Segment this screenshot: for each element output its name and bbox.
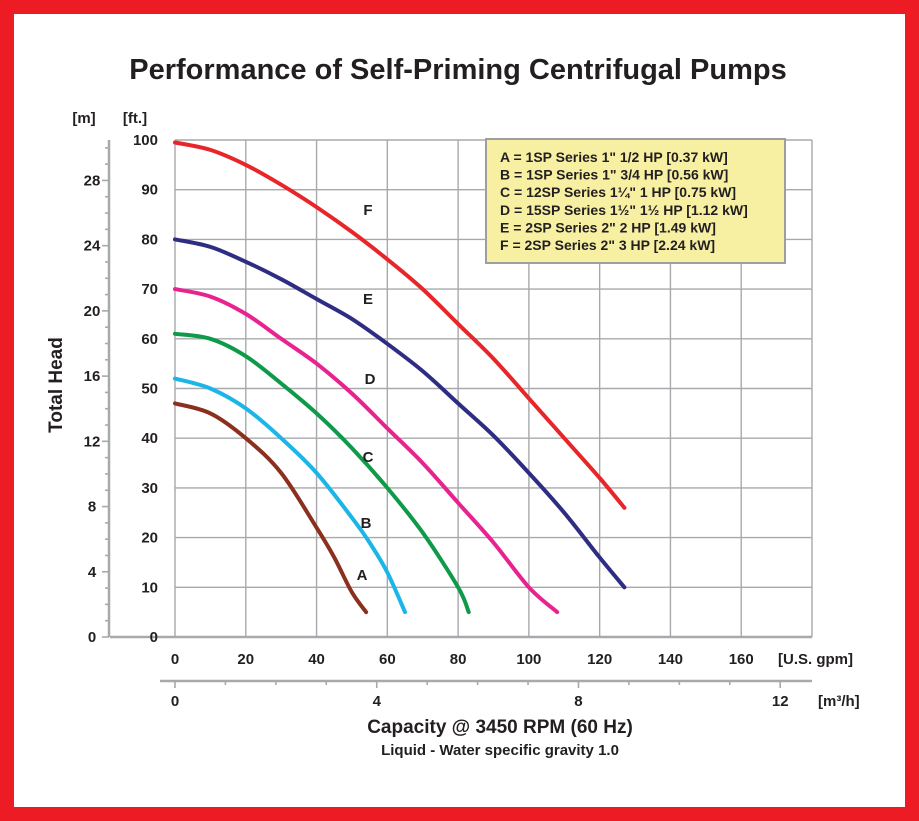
y-tick-label-m: 8: [88, 499, 96, 516]
x-axis-title: Capacity @ 3450 RPM (60 Hz): [367, 717, 633, 738]
x-tick-label-gpm: 0: [171, 651, 179, 668]
y-tick-label-m: 4: [88, 564, 97, 581]
curve-C: [173, 331, 471, 615]
curve-B: [173, 376, 407, 615]
legend-item: B = 1SP Series 1" 3/4 HP [0.56 kW]: [500, 167, 728, 183]
y-tick-label-ft: 80: [141, 231, 158, 248]
x-tick-label-m3h: 12: [772, 693, 789, 710]
y-tick-label-m: 0: [88, 629, 96, 646]
legend-item: D = 15SP Series 1½" 1½ HP [1.12 kW]: [500, 202, 748, 218]
legend-box: [485, 138, 786, 264]
y-tick-label-ft: 40: [141, 430, 158, 447]
x-axis-subtitle: Liquid - Water specific gravity 1.0: [381, 742, 619, 759]
x-unit-m3h: [m³/h]: [818, 693, 860, 710]
x-tick-label-gpm: 100: [516, 651, 541, 668]
curve-D: [173, 287, 560, 615]
x-tick-label-gpm: 80: [450, 651, 467, 668]
curve-A: [173, 401, 369, 615]
curve-F: [173, 140, 627, 510]
curve-E: [173, 237, 627, 590]
legend-item: A = 1SP Series 1" 1/2 HP [0.37 kW]: [500, 149, 728, 165]
y-tick-label-m: 28: [84, 172, 101, 189]
pump-curves: A B C D E F: [173, 140, 627, 615]
x-tick-label-m3h: 4: [373, 693, 382, 710]
y-tick-label-ft: 50: [141, 381, 158, 398]
y-tick-label-ft: 10: [141, 579, 158, 596]
x-tick-label-gpm: 160: [729, 651, 754, 668]
curve-label-F: F: [363, 202, 372, 219]
x-tick-label-gpm: 40: [308, 651, 325, 668]
curve-label-C: C: [363, 449, 374, 466]
x-tick-label-gpm: 140: [658, 651, 683, 668]
y-unit-m: [m]: [72, 110, 95, 127]
y-tick-label-ft: 30: [141, 480, 158, 497]
y-tick-label-ft: 70: [141, 281, 158, 298]
x-tick-label-gpm: 60: [379, 651, 396, 668]
x-tick-label-gpm: 20: [237, 651, 254, 668]
chart-title: Performance of Self-Priming Centrifugal …: [129, 54, 786, 86]
curve-label-D: D: [365, 371, 376, 388]
x-unit-gpm: [U.S. gpm]: [778, 651, 853, 668]
y-tick-label-ft: 60: [141, 331, 158, 348]
y-unit-ft: [ft.]: [123, 110, 147, 127]
legend: A = 1SP Series 1" 1/2 HP [0.37 kW] B = 1S…: [485, 138, 786, 264]
curve-label-A: A: [357, 567, 368, 584]
legend-item: C = 12SP Series 1¼" 1 HP [0.75 kW]: [500, 184, 736, 200]
axes: [102, 140, 812, 688]
y-tick-label-ft: 0: [150, 629, 158, 646]
y-tick-label-m: 24: [84, 238, 101, 255]
legend-item: E = 2SP Series 2" 2 HP [1.49 kW]: [500, 219, 716, 235]
y-tick-label-ft: 90: [141, 182, 158, 199]
legend-item: F = 2SP Series 2" 3 HP [2.24 kW]: [500, 237, 715, 253]
y-axis-title: Total Head: [46, 337, 67, 433]
y-tick-label-m: 20: [84, 303, 101, 320]
x-tick-label-gpm: 120: [587, 651, 612, 668]
y-tick-label-m: 16: [84, 368, 101, 385]
curve-label-B: B: [361, 515, 372, 532]
y-tick-label-m: 12: [84, 433, 101, 450]
curve-label-E: E: [363, 291, 373, 308]
y-tick-label-ft: 100: [133, 132, 158, 149]
x-tick-label-m3h: 0: [171, 693, 179, 710]
x-tick-label-m3h: 8: [574, 693, 582, 710]
y-tick-label-ft: 20: [141, 530, 158, 547]
